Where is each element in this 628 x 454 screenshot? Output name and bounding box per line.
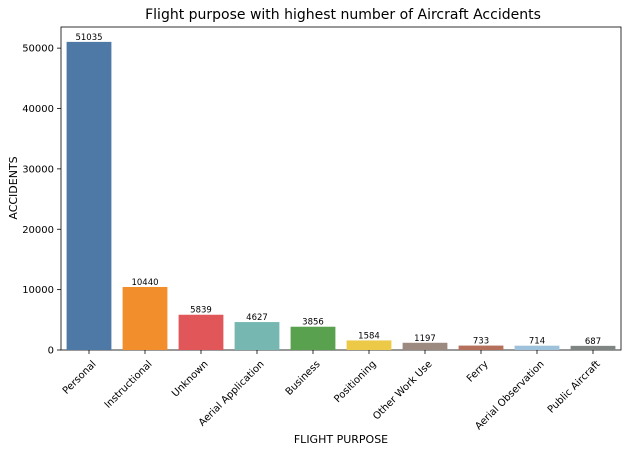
bar-instructional [122,286,168,350]
x-tick-label: Ferry [465,359,491,385]
bar-ferry [458,345,504,350]
bar-other-work-use [402,342,448,350]
bar-positioning [346,340,392,350]
bar-value-label: 4627 [246,313,268,323]
bar-public-aircraft [570,345,616,350]
chart-title: Flight purpose with highest number of Ai… [145,7,541,23]
bar-value-label: 51035 [75,33,102,43]
y-tick-label: 20000 [22,225,54,236]
y-axis-label: ACCIDENTS [7,156,20,219]
bar-aerial-observation [514,345,560,350]
y-tick-label: 0 [48,346,54,357]
y-axis-ticks: 0 10000 20000 30000 40000 50000 [22,44,61,357]
bar-value-label: 733 [473,337,489,347]
bar-labels-group: 51035 10440 5839 4627 3856 1584 1197 733 714 687 [75,33,601,347]
bar-value-label: 3856 [302,318,324,328]
bar-unknown [178,314,224,350]
bar-personal [66,41,112,351]
x-tick-label: Instructional [103,359,155,411]
bar-aerial-application [234,322,280,350]
bar-value-label: 714 [529,337,545,347]
x-axis-label: FLIGHT PURPOSE [294,433,388,446]
y-tick-label: 30000 [22,164,54,175]
x-tick-label: Positioning [332,359,378,405]
y-tick-label: 10000 [22,285,54,296]
bars-group [66,41,616,351]
x-tick-label: Public Aircraft [546,359,603,416]
bar-value-label: 1197 [414,334,436,344]
y-tick-label: 50000 [22,44,54,55]
plot-frame [60,26,622,351]
plot-area [60,26,622,351]
y-tick-label: 40000 [22,104,54,115]
bar-value-label: 10440 [131,278,158,288]
x-tick-label: Unknown [170,359,211,400]
bar-value-label: 5839 [190,306,212,316]
x-tick-label: Business [284,359,323,398]
x-tick-label: Personal [61,359,99,397]
x-tick-label: Other Work Use [371,359,434,422]
bar-value-label: 687 [585,337,601,347]
bar-value-label: 1584 [358,331,380,341]
bar-business [290,326,336,350]
